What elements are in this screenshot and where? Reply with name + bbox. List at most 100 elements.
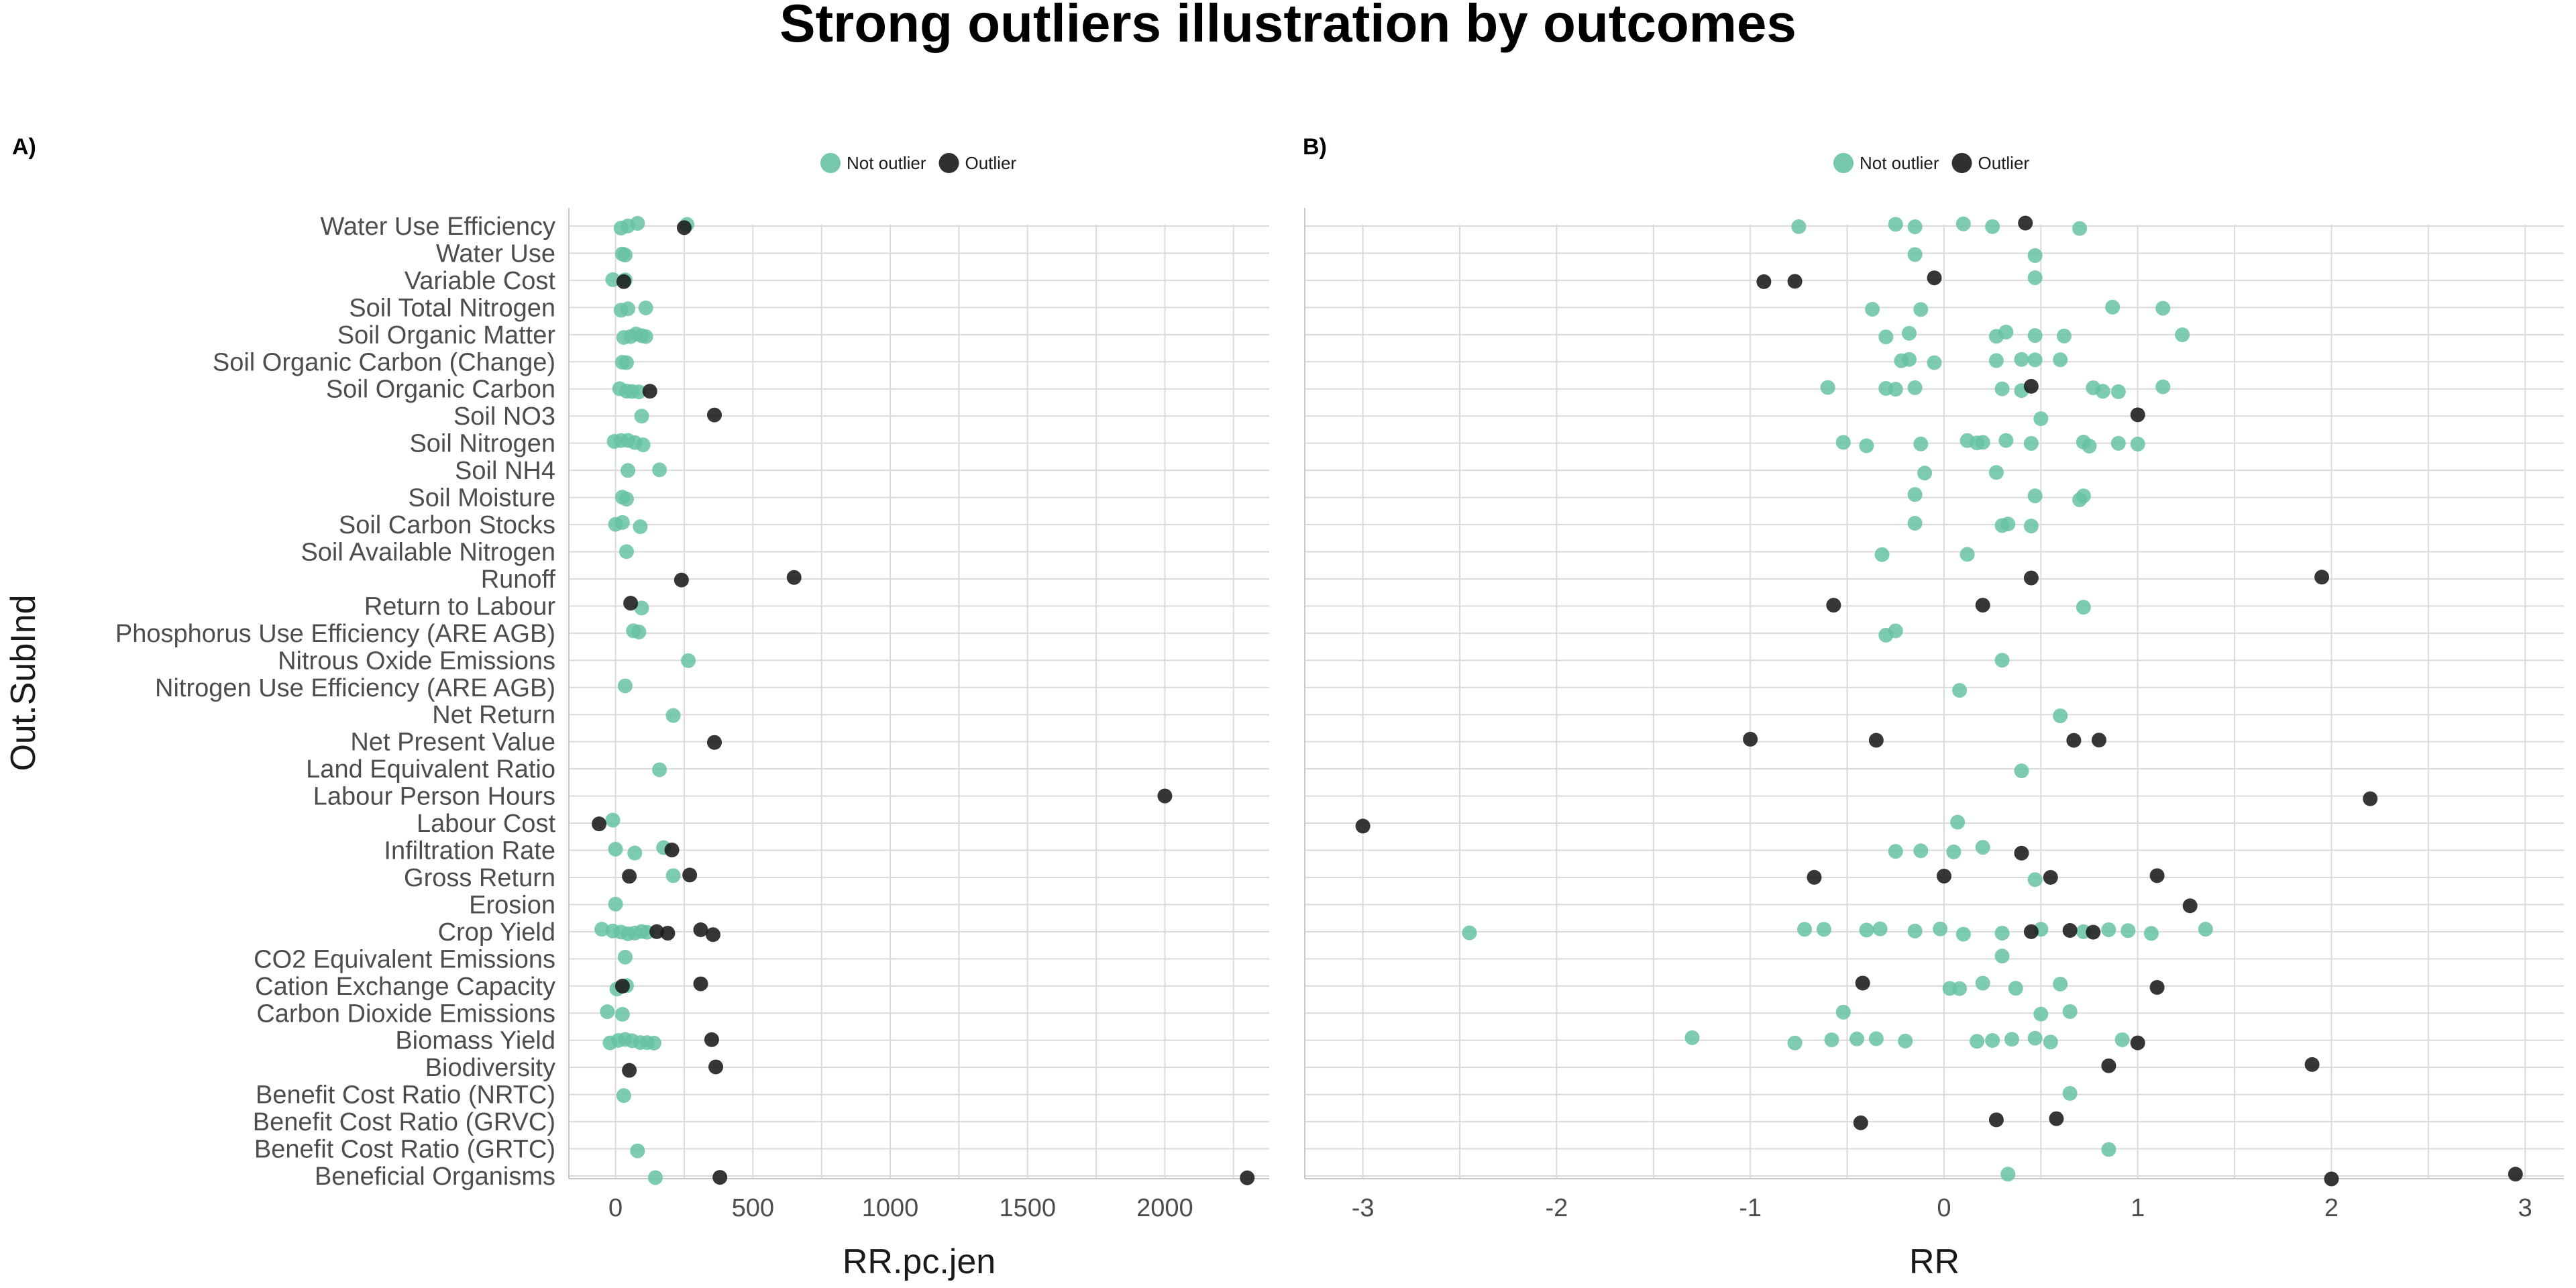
outlier-point (1936, 868, 1951, 883)
x-tick-label: 1 (2131, 1194, 2145, 1222)
outlier-point (664, 843, 680, 858)
not-outlier-point (2105, 299, 2121, 315)
category-label: Soil Organic Matter (337, 321, 556, 350)
panel-b: B) Not outlier Outlier -3 -2 -1 0 1 2 3 RR (1303, 134, 2564, 1281)
category-label: Cation Exchange Capacity (255, 973, 555, 1001)
outlier-point (2508, 1167, 2523, 1182)
x-tick-label: 0 (608, 1194, 623, 1222)
not-outlier-point (2008, 981, 2023, 996)
not-outlier-point (1462, 925, 1477, 941)
not-outlier-point (2053, 352, 2068, 368)
category-label: Soil NO3 (453, 402, 555, 431)
not-outlier-point (2000, 1167, 2016, 1182)
not-outlier-point (614, 1007, 630, 1022)
not-outlier-point (1907, 923, 1923, 938)
category-label: CO2 Equivalent Emissions (254, 945, 555, 973)
not-outlier-point (1952, 981, 1968, 996)
x-tick-label: -2 (1546, 1194, 1568, 1222)
not-outlier-point (1797, 922, 1813, 937)
category-label: Return to Labour (364, 592, 556, 621)
not-outlier-point (638, 329, 653, 344)
outlier-point (2023, 570, 2039, 586)
outlier-point (2149, 868, 2165, 883)
not-outlier-point (619, 544, 634, 559)
category-label: Soil Available Nitrogen (301, 538, 555, 566)
not-outlier-point (1888, 623, 1903, 639)
x-tick-label: 500 (732, 1194, 774, 1222)
outlier-point (676, 220, 692, 235)
legend-label-not-outlier: Not outlier (1860, 153, 1939, 173)
not-outlier-point (2000, 517, 2016, 532)
x-tick-label: 0 (1937, 1194, 1951, 1222)
not-outlier-point (1907, 219, 1923, 235)
outlier-point (1853, 1115, 1868, 1130)
not-outlier-point (1988, 465, 2004, 480)
outlier-point (1868, 733, 1884, 748)
legend-key-not-outlier (820, 153, 841, 173)
x-tick-label: 1000 (862, 1194, 919, 1222)
not-outlier-point (1888, 382, 1903, 397)
x-tick-label: 2000 (1136, 1194, 1193, 1222)
not-outlier-point (634, 600, 649, 616)
not-outlier-point (2014, 763, 2029, 779)
not-outlier-point (1975, 840, 1990, 855)
outlier-point (682, 867, 698, 883)
outlier-point (1743, 731, 1758, 747)
not-outlier-point (1985, 1033, 2000, 1049)
outlier-point (2363, 791, 2378, 806)
not-outlier-point (1868, 1031, 1884, 1046)
not-outlier-point (2101, 1142, 2116, 1157)
panel-tag: B) (1303, 134, 1327, 160)
outlier-point (2130, 1035, 2145, 1051)
not-outlier-point (1994, 653, 2010, 668)
category-label: Soil Carbon Stocks (339, 511, 555, 539)
not-outlier-point (616, 1088, 631, 1104)
not-outlier-point (1927, 355, 1942, 370)
not-outlier-point (1907, 380, 1923, 395)
outlier-point (708, 1059, 724, 1075)
not-outlier-point (1872, 921, 1888, 936)
category-label: Soil NH4 (455, 457, 555, 485)
outlier-point (592, 816, 607, 832)
not-outlier-point (1859, 922, 1874, 938)
not-outlier-point (1835, 1004, 1851, 1020)
outlier-point (2014, 845, 2029, 861)
not-outlier-point (646, 1035, 661, 1051)
not-outlier-point (2155, 379, 2171, 394)
not-outlier-point (1994, 949, 2010, 964)
outlier-point (1855, 975, 1870, 991)
x-tick-label: 2 (2324, 1194, 2339, 1222)
outlier-point (1826, 598, 1841, 613)
not-outlier-point (2101, 922, 2116, 937)
not-outlier-point (605, 812, 621, 828)
category-label: Biodiversity (425, 1054, 555, 1082)
outlier-point (2314, 570, 2330, 585)
not-outlier-point (2014, 352, 2029, 367)
category-label: Variable Cost (405, 267, 556, 295)
not-outlier-point (594, 922, 610, 937)
not-outlier-point (2072, 221, 2088, 236)
legend-label-not-outlier: Not outlier (847, 153, 926, 173)
not-outlier-point (2004, 1032, 2020, 1047)
not-outlier-point (2076, 488, 2091, 504)
not-outlier-point (1907, 515, 1923, 531)
not-outlier-point (1960, 547, 1975, 562)
not-outlier-point (614, 515, 630, 530)
outlier-point (2018, 215, 2033, 231)
category-label: Net Return (432, 701, 555, 729)
outlier-point (2304, 1057, 2320, 1072)
y-axis-title: Out.SubInd (4, 594, 43, 771)
not-outlier-point (617, 678, 633, 694)
outlier-point (642, 384, 657, 399)
category-label: Biomass Yield (395, 1027, 555, 1055)
outlier-point (2182, 898, 2198, 914)
not-outlier-point (1955, 926, 1971, 942)
not-outlier-point (2027, 248, 2043, 263)
not-outlier-point (631, 384, 647, 400)
not-outlier-point (621, 301, 636, 317)
not-outlier-point (631, 625, 647, 640)
outlier-point (704, 1032, 719, 1047)
category-label: Crop Yield (438, 918, 555, 947)
not-outlier-point (621, 463, 636, 478)
outlier-point (2149, 979, 2165, 995)
